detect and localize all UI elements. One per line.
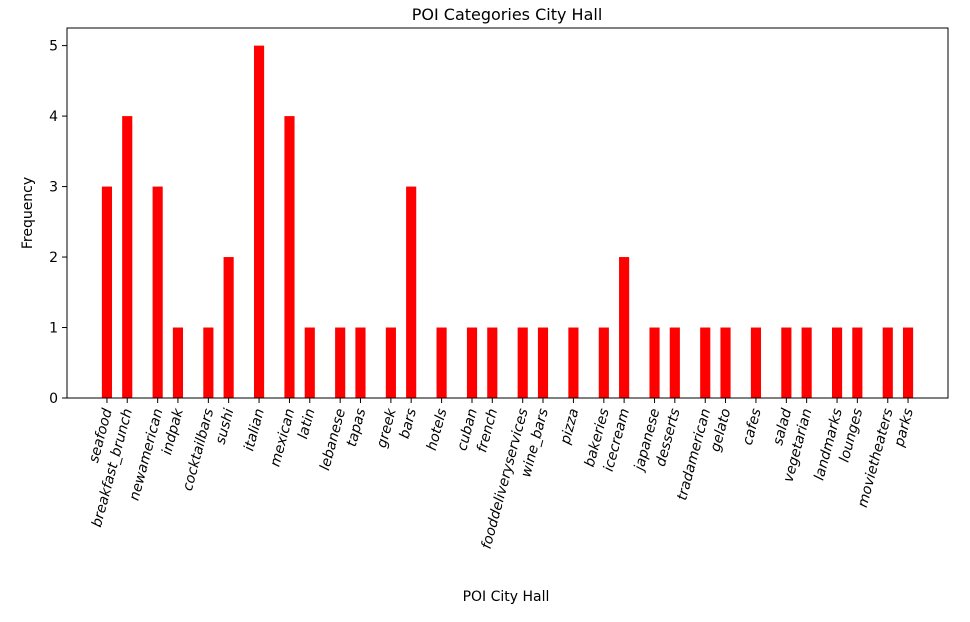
x-tick-label: italian bbox=[241, 407, 268, 453]
bar-newamerican bbox=[152, 186, 163, 398]
bar-cuban bbox=[466, 327, 478, 398]
x-tick-label: cafes bbox=[740, 407, 765, 447]
bar-pizza bbox=[568, 327, 579, 398]
x-axis-ticks: seafoodbreakfast_brunchnewamericanindpak… bbox=[86, 398, 917, 551]
bar-gelato bbox=[720, 327, 731, 398]
x-axis-label: POI City Hall bbox=[463, 589, 550, 605]
bar-vegetarian bbox=[801, 327, 812, 398]
bar-desserts bbox=[669, 327, 680, 398]
bar-bars bbox=[406, 186, 417, 398]
bar-breakfast_brunch bbox=[122, 116, 133, 398]
bars-group bbox=[101, 45, 914, 399]
bar-italian bbox=[253, 45, 265, 399]
x-tick-label: latin bbox=[295, 407, 318, 441]
bar-sushi bbox=[223, 257, 234, 398]
y-tick-label: 5 bbox=[49, 39, 58, 55]
bar-latin bbox=[304, 327, 315, 398]
y-tick-label: 0 bbox=[49, 391, 58, 407]
bar-tradamerican bbox=[700, 327, 711, 398]
bar-seafood bbox=[101, 186, 113, 398]
bar-lounges bbox=[852, 327, 863, 398]
bar-french bbox=[487, 327, 498, 398]
bar-wine_bars bbox=[537, 327, 549, 398]
bar-cocktailbars bbox=[203, 327, 214, 398]
bar-landmarks bbox=[831, 327, 843, 398]
y-tick-label: 1 bbox=[49, 321, 58, 337]
bar-cafes bbox=[750, 327, 762, 398]
x-tick-label: hotels bbox=[424, 407, 451, 452]
bar-parks bbox=[902, 327, 914, 398]
chart-title: POI Categories City Hall bbox=[412, 5, 603, 24]
bar-mexican bbox=[284, 116, 295, 398]
bar-tapas bbox=[355, 327, 366, 398]
bar-greek bbox=[385, 327, 396, 398]
x-tick-label: cocktailbars bbox=[180, 407, 217, 493]
y-tick-label: 2 bbox=[49, 250, 58, 266]
bar-japanese bbox=[649, 327, 660, 398]
plot-frame bbox=[66, 27, 949, 399]
bar-salad bbox=[781, 327, 792, 398]
bar-lebanese bbox=[335, 327, 346, 398]
x-tick-label: mexican bbox=[267, 407, 298, 469]
y-tick-label: 3 bbox=[49, 180, 58, 196]
y-axis-ticks: 0 1 2 3 4 5 bbox=[49, 39, 67, 407]
bar-hotels bbox=[436, 327, 447, 398]
y-axis-label: Frequency bbox=[20, 177, 36, 249]
y-tick-label: 4 bbox=[49, 109, 58, 125]
bar-bakeries bbox=[598, 327, 609, 398]
bar-fooddeliveryservices bbox=[517, 327, 528, 398]
x-tick-label: bars bbox=[397, 407, 420, 441]
bar-icecream bbox=[619, 257, 630, 398]
x-tick-label: greek bbox=[374, 406, 400, 450]
x-tick-label: pizza bbox=[557, 407, 582, 447]
bar-indpak bbox=[172, 327, 184, 398]
bar-movietheaters bbox=[882, 327, 893, 398]
